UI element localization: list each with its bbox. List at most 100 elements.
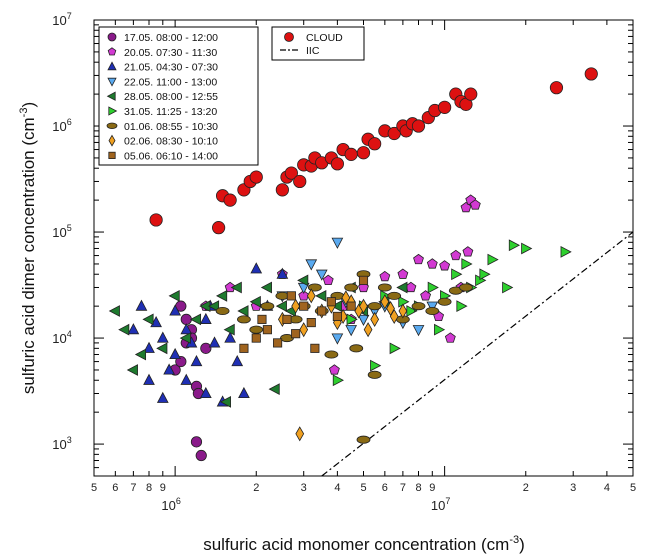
data-point: [306, 318, 316, 328]
data-point: [521, 242, 533, 255]
data-point: [356, 435, 371, 444]
data-point: [275, 300, 287, 313]
x-minor-tick-label: 9: [160, 482, 166, 494]
data-point: [237, 315, 251, 324]
data-point: [332, 311, 342, 321]
legend-label: 05.06. 06:10 - 14:00: [124, 150, 218, 162]
data-point: [200, 342, 212, 354]
data-point: [330, 300, 342, 313]
data-point: [216, 290, 228, 302]
data-point: [379, 270, 391, 282]
legend-label: 31.05. 11:25 - 13:20: [124, 106, 217, 118]
data-point: [425, 306, 440, 316]
data-point: [143, 341, 155, 353]
data-point: [179, 332, 191, 344]
x-minor-tick-label: 5: [360, 482, 366, 494]
series-31-05-11-25-13-20: [332, 239, 572, 387]
data-point: [479, 268, 491, 281]
data-point: [387, 291, 402, 300]
x-minor-tick-label: 5: [630, 482, 636, 494]
series-28-05-08-00-12-55: [108, 274, 408, 408]
x-minor-tick-label: 4: [334, 482, 340, 494]
y-major-tick-label: 106: [52, 117, 71, 134]
legend-label: 20.05. 07:30 - 11:30: [124, 47, 217, 59]
data-point: [189, 313, 202, 326]
data-point: [330, 157, 344, 171]
data-point: [358, 275, 369, 285]
data-point: [286, 291, 296, 301]
legend-marker: [107, 47, 117, 56]
data-point: [324, 350, 339, 359]
data-point: [207, 300, 220, 313]
data-point: [344, 147, 358, 161]
series-02-06-08-30-10-10: [278, 288, 408, 442]
x-minor-tick-label: 4: [604, 482, 610, 494]
data-point: [156, 342, 168, 355]
data-point: [250, 262, 263, 274]
series-17-05-08-00-12-00: [169, 300, 212, 462]
series-20-05-07-30-11-30: [200, 194, 481, 375]
legend-campaign-box: [98, 26, 259, 166]
y-major-tick-label: 105: [52, 223, 71, 240]
iic-line: [321, 231, 634, 477]
data-point: [560, 246, 572, 258]
data-point: [268, 383, 280, 395]
data-point: [126, 364, 138, 376]
x-major-tick-label: 106: [161, 496, 180, 513]
x-minor-tick-label: 2: [253, 482, 259, 494]
data-point: [389, 342, 401, 355]
data-point: [135, 299, 148, 311]
data-point: [398, 303, 408, 319]
data-point: [426, 301, 439, 313]
data-point: [413, 253, 424, 265]
data-point: [315, 290, 327, 302]
data-point: [460, 201, 472, 213]
x-minor-tick-label: 7: [130, 482, 136, 494]
x-major-tick-label: 107: [431, 496, 450, 513]
y-axis-title: sulfuric acid dimer concentration (cm-3): [18, 102, 38, 394]
data-point: [377, 283, 392, 292]
data-point: [223, 323, 235, 336]
data-point: [584, 67, 598, 81]
data-point: [444, 332, 456, 343]
data-point: [199, 312, 212, 324]
data-point: [367, 302, 382, 311]
data-point: [380, 294, 390, 310]
legend-label: 28.05. 08:00 - 12:55: [124, 91, 218, 103]
data-point: [363, 322, 373, 338]
data-point: [257, 314, 267, 324]
data-point: [297, 274, 309, 287]
data-point: [275, 183, 289, 197]
legend-marker: [107, 61, 117, 71]
data-point: [143, 373, 155, 385]
data-point: [224, 281, 236, 293]
data-point: [357, 314, 370, 326]
data-point: [190, 436, 203, 448]
data-point: [346, 301, 356, 311]
data-point: [310, 343, 320, 353]
data-point: [262, 325, 272, 335]
data-point: [356, 146, 371, 160]
data-point: [461, 258, 473, 270]
data-point: [349, 344, 364, 353]
data-point: [368, 137, 382, 151]
data-point: [237, 305, 249, 317]
legend-marker: [106, 122, 118, 129]
data-point: [549, 81, 564, 95]
data-point: [134, 348, 147, 361]
data-point: [344, 283, 359, 292]
data-point: [239, 343, 249, 353]
data-point: [249, 325, 264, 334]
data-point: [397, 268, 409, 279]
y-major-tick-label: 103: [52, 435, 71, 452]
data-point: [367, 370, 382, 379]
data-point: [345, 325, 358, 337]
legend-marker: [108, 134, 116, 147]
data-point: [223, 193, 237, 207]
data-points: [108, 67, 598, 462]
data-point: [331, 333, 344, 345]
x-minor-tick-label: 9: [429, 482, 435, 494]
data-point: [346, 313, 358, 326]
data-point: [459, 283, 473, 292]
